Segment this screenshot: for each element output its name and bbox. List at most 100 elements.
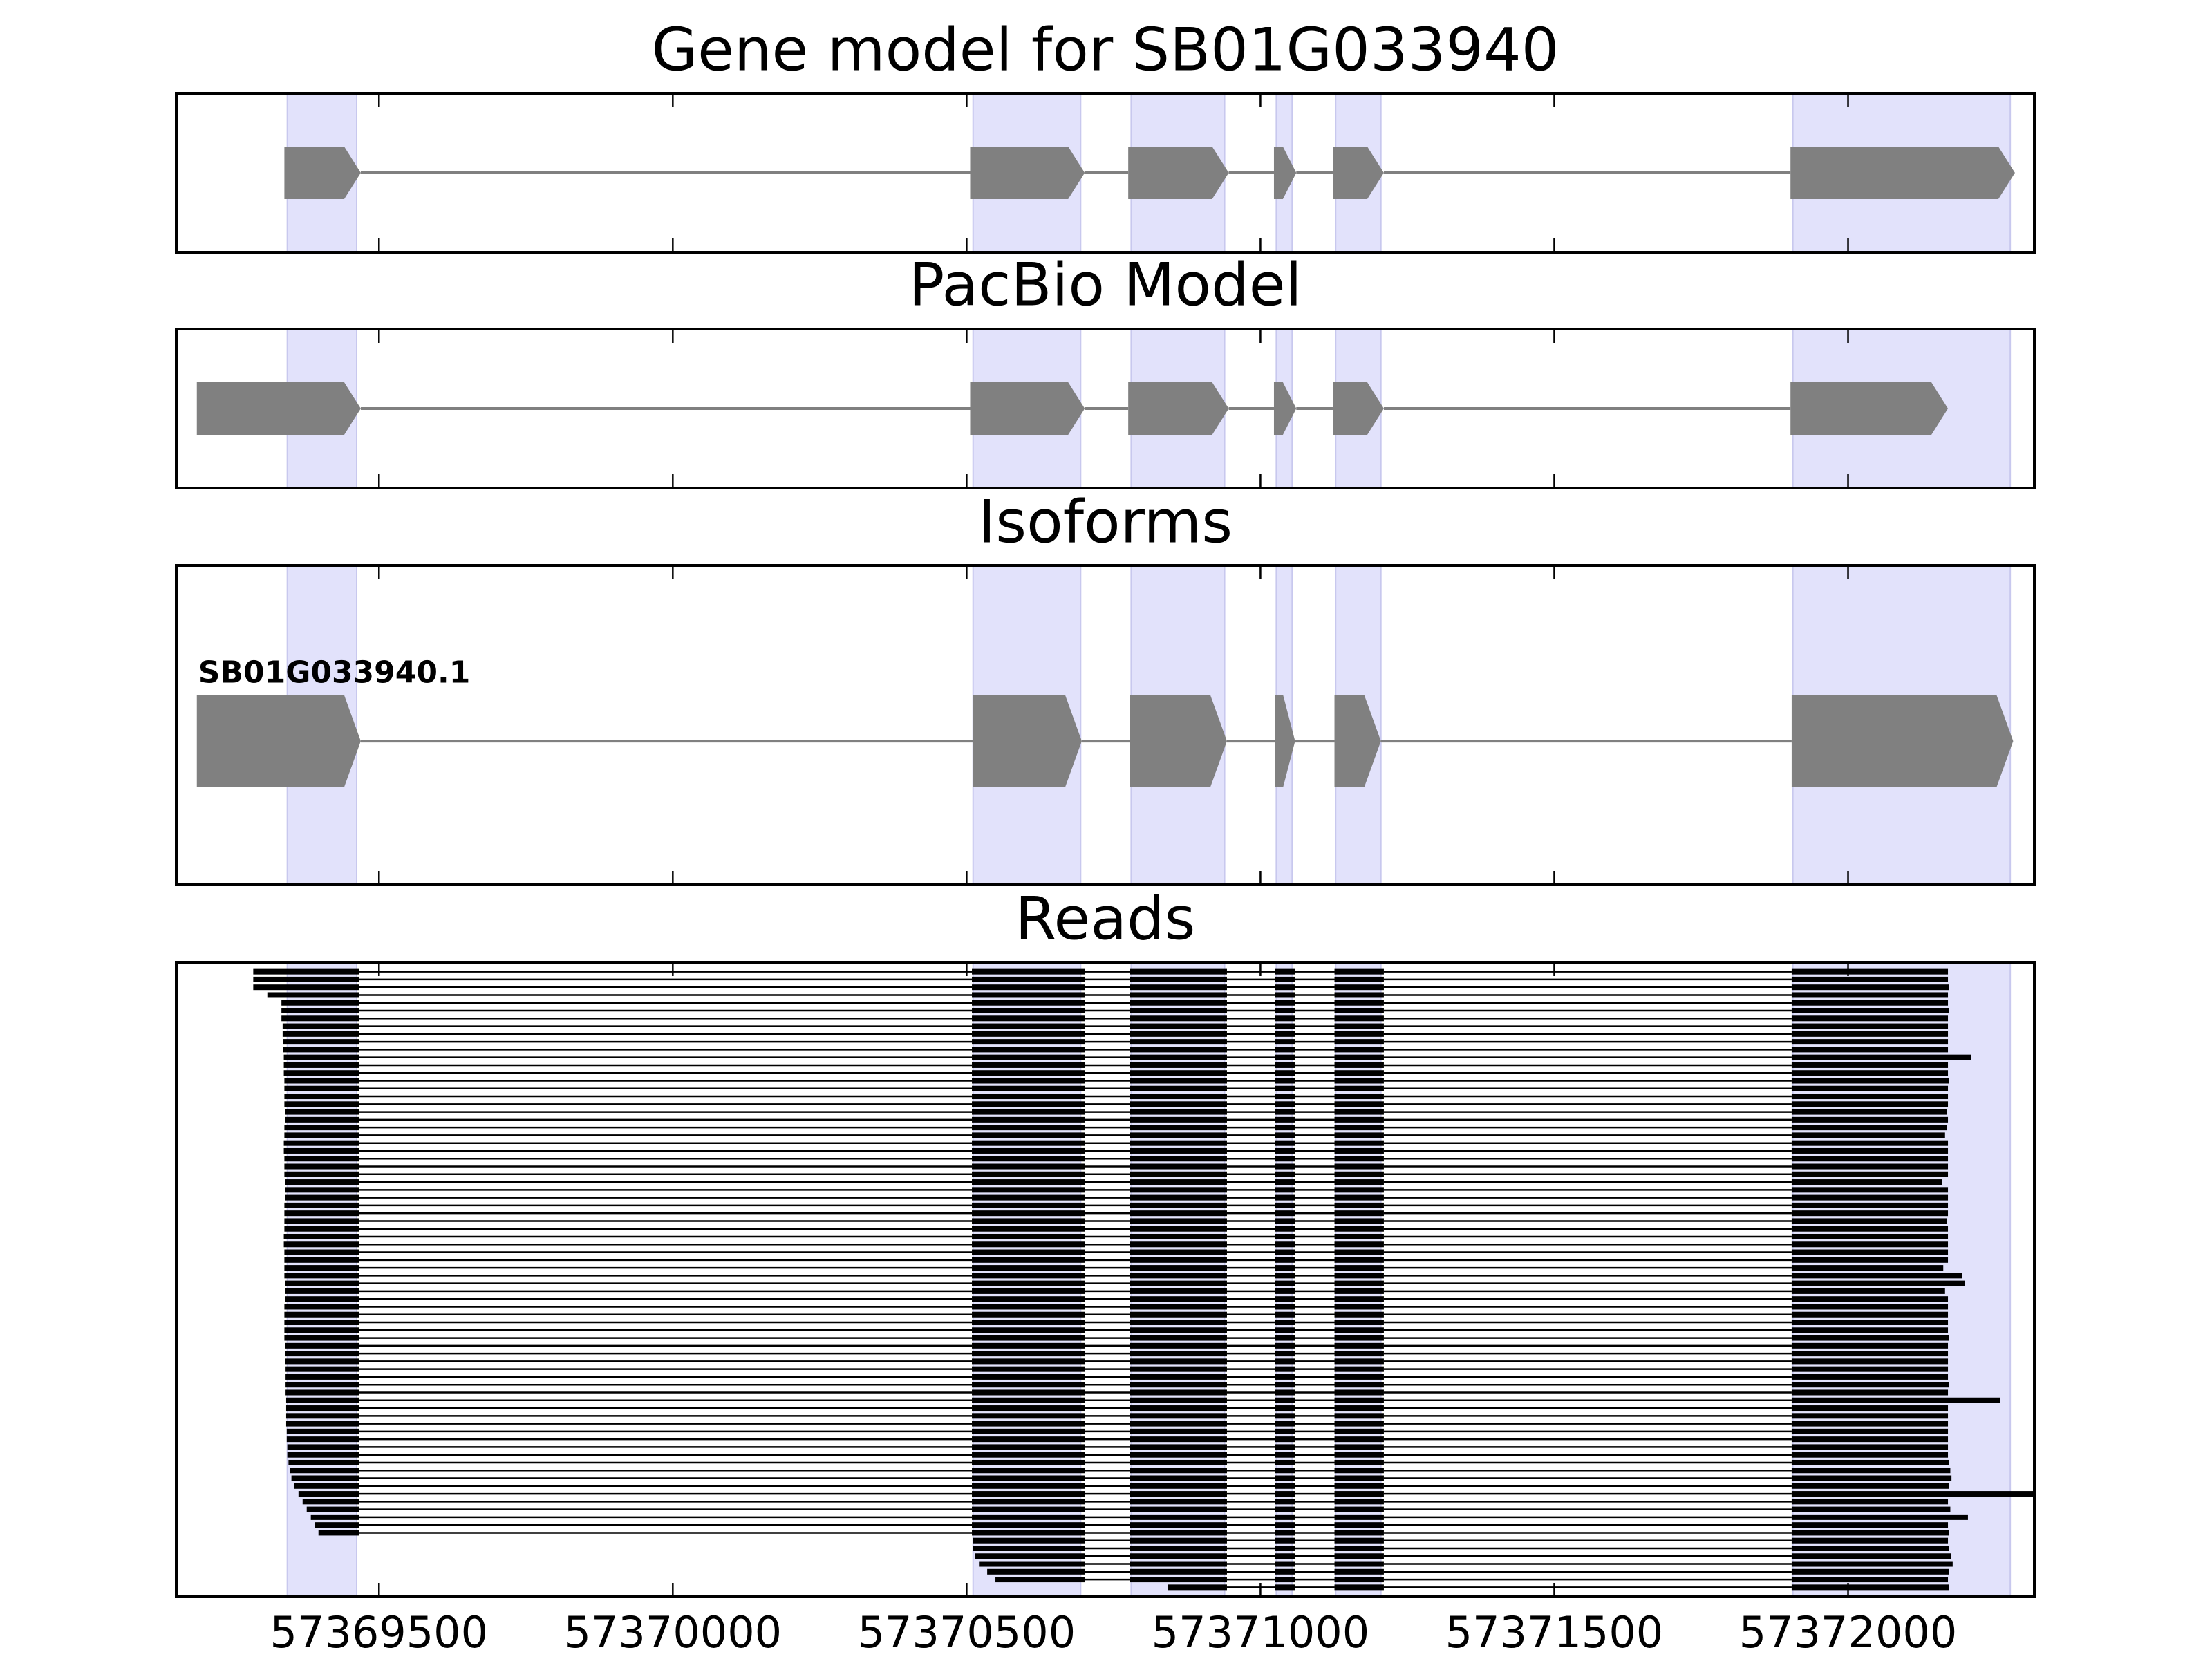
read-block <box>1130 1335 1227 1341</box>
read-block <box>1791 1078 1949 1084</box>
read-block <box>1791 1421 1949 1427</box>
panel-frame <box>175 328 2036 489</box>
read-block <box>1275 1070 1295 1076</box>
read-block <box>283 1070 359 1076</box>
read-block <box>1275 1023 1295 1029</box>
read-block <box>1334 1179 1384 1185</box>
read-block <box>1275 1288 1295 1294</box>
read-block <box>1334 1000 1384 1006</box>
read-block <box>1791 1179 1942 1185</box>
read-block <box>972 1444 1085 1450</box>
read-block <box>972 1366 1085 1372</box>
read-block <box>972 1054 1085 1060</box>
read-block <box>972 1194 1085 1201</box>
read-block <box>1334 1327 1384 1333</box>
read-block <box>1130 1210 1227 1217</box>
read-block <box>972 1280 1085 1286</box>
read-block <box>1791 1475 1952 1481</box>
read-block <box>283 1047 359 1053</box>
read-block <box>1334 1514 1384 1520</box>
read-block <box>973 1545 1085 1551</box>
read-block <box>1791 1233 1949 1239</box>
read-block <box>1275 1101 1295 1107</box>
read-block <box>288 1459 359 1465</box>
read-block <box>1275 1241 1295 1248</box>
read-block <box>1130 1156 1227 1162</box>
read-block <box>1275 1553 1295 1559</box>
read-block <box>1130 1568 1227 1575</box>
exon <box>196 695 361 787</box>
read-block <box>1334 1351 1384 1357</box>
read-block <box>1334 1202 1384 1208</box>
exon <box>1130 695 1227 787</box>
read-block <box>1791 1351 1949 1357</box>
exon <box>1273 147 1297 199</box>
read-block <box>284 1171 359 1177</box>
read-block <box>972 1311 1085 1318</box>
read-block <box>1130 1101 1227 1107</box>
panel: Reads 57369500 57370000 57370500 57371000 573… <box>175 884 2036 1658</box>
read-block <box>1791 1530 1949 1536</box>
read-block <box>972 1288 1085 1294</box>
read-block <box>1275 1413 1295 1419</box>
read-block <box>1334 1054 1384 1060</box>
read-block <box>1334 1296 1384 1302</box>
read-block <box>1130 992 1227 998</box>
read-block <box>1130 1397 1227 1403</box>
read-block <box>1130 1047 1227 1053</box>
read-block <box>1791 1311 1949 1318</box>
read-block <box>285 1366 359 1372</box>
panel-title: Gene model for SB01G033940 <box>652 15 1559 84</box>
x-tick-label: 57371500 <box>1445 1607 1664 1658</box>
panel-content <box>284 93 2015 252</box>
panel-title: PacBio Model <box>908 250 1302 319</box>
x-tick-label: 57370000 <box>564 1607 782 1658</box>
read-block <box>1130 1436 1227 1443</box>
read-block <box>1130 1577 1227 1583</box>
read-block <box>1275 1257 1295 1263</box>
highlight-region <box>1792 962 2012 1597</box>
read-block <box>972 1070 1085 1076</box>
read-block <box>1275 1545 1295 1551</box>
read-block <box>972 1062 1085 1068</box>
panel-content <box>196 565 2014 885</box>
read-block <box>972 1008 1085 1014</box>
read-block <box>1791 1210 1949 1217</box>
read-block <box>972 1241 1085 1248</box>
read-block <box>972 1101 1085 1107</box>
read-block <box>284 1249 359 1255</box>
read-block <box>1130 1491 1227 1497</box>
read-block <box>972 1468 1085 1474</box>
read-block <box>1334 1382 1384 1388</box>
exon <box>1128 382 1229 435</box>
exon <box>1275 695 1295 787</box>
read-block <box>1130 1023 1227 1029</box>
read-block <box>1275 1475 1295 1481</box>
exon <box>1332 382 1384 435</box>
read-block <box>1791 1109 1947 1115</box>
exon <box>1332 147 1384 199</box>
read-block <box>1791 1273 1962 1279</box>
read-block <box>972 1210 1085 1217</box>
read-block <box>1275 968 1295 975</box>
read-block <box>1130 1265 1227 1271</box>
read-block <box>285 1389 359 1396</box>
read-block <box>253 968 359 975</box>
read-block <box>1334 1156 1384 1162</box>
read-block <box>1130 1257 1227 1263</box>
read-block <box>282 1023 359 1029</box>
read-block <box>1130 1311 1227 1318</box>
read-block <box>1275 1015 1295 1022</box>
read-block <box>1791 1218 1947 1224</box>
read-block <box>1791 1015 1949 1022</box>
read-block <box>972 984 1085 991</box>
read-block <box>1130 1194 1227 1201</box>
read-block <box>1791 1047 1949 1053</box>
read-block <box>972 1156 1085 1162</box>
read-block <box>1275 1428 1295 1434</box>
read-block <box>1791 1320 1949 1326</box>
read-block <box>1334 1163 1384 1170</box>
read-block <box>1275 1577 1295 1583</box>
read-block <box>1791 1436 1949 1443</box>
read-block <box>284 1132 359 1138</box>
